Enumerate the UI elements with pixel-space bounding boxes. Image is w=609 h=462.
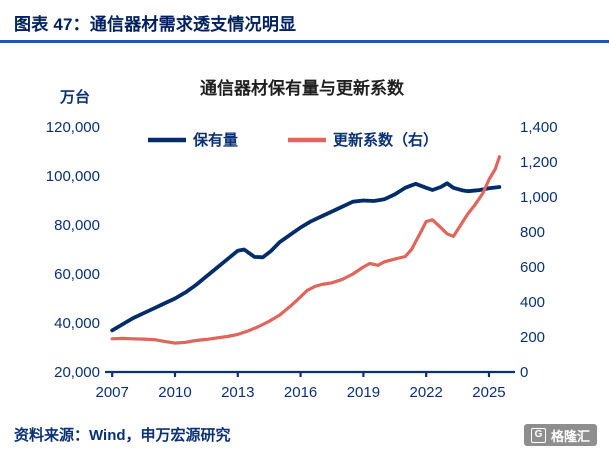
- x-axis-tick: 2016: [284, 384, 317, 401]
- x-axis-tick: 2019: [347, 384, 380, 401]
- right-axis-tick: 600: [520, 259, 545, 276]
- legend-label-renewal-coefficient: 更新系数（右）: [333, 131, 438, 149]
- source-note: 资料来源：Wind，申万宏源研究: [14, 427, 231, 444]
- x-axis-tick: 2025: [472, 384, 505, 401]
- left-axis-tick: 60,000: [54, 266, 100, 283]
- figure-header: 图表 47：通信器材需求透支情况明显: [14, 10, 296, 35]
- renewal-coefficient-line: [110, 155, 501, 345]
- right-axis-tick: 1,200: [520, 154, 558, 171]
- right-axis-tick: 0: [520, 364, 528, 381]
- left-axis-tick: 100,000: [46, 168, 100, 185]
- right-axis-tick: 800: [520, 224, 545, 241]
- chart-title: 通信器材保有量与更新系数: [200, 78, 405, 98]
- gelonghui-logo-icon: G: [530, 427, 546, 443]
- gelonghui-logo: G 格隆汇: [523, 424, 597, 446]
- left-axis-tick: 40,000: [54, 315, 100, 332]
- figure-title: 图表 47：通信器材需求透支情况明显: [14, 15, 297, 34]
- left-axis-unit: 万台: [59, 88, 90, 106]
- x-axis-tick: 2007: [95, 384, 128, 401]
- left-axis-tick: 120,000: [46, 119, 100, 136]
- holdings-line: [110, 181, 502, 333]
- chart-area: 通信器材保有量与更新系数万台 20,000 40,000 60,000 80,000 10…: [0, 46, 609, 408]
- right-axis-tick: 400: [520, 294, 545, 311]
- x-axis-tick: 2022: [409, 384, 442, 401]
- right-axis-tick: 1,400: [520, 119, 558, 136]
- x-axis-tick: 2013: [221, 384, 254, 401]
- gelonghui-logo-text: 格隆汇: [550, 428, 590, 444]
- right-axis-tick: 1,000: [520, 189, 558, 206]
- left-axis-tick: 20,000: [54, 364, 100, 381]
- legend-label-holdings: 保有量: [192, 131, 238, 149]
- left-axis-tick: 80,000: [54, 217, 100, 234]
- right-axis-tick: 200: [520, 329, 545, 346]
- x-axis-tick: 2010: [158, 384, 191, 401]
- header-divider: [0, 40, 609, 43]
